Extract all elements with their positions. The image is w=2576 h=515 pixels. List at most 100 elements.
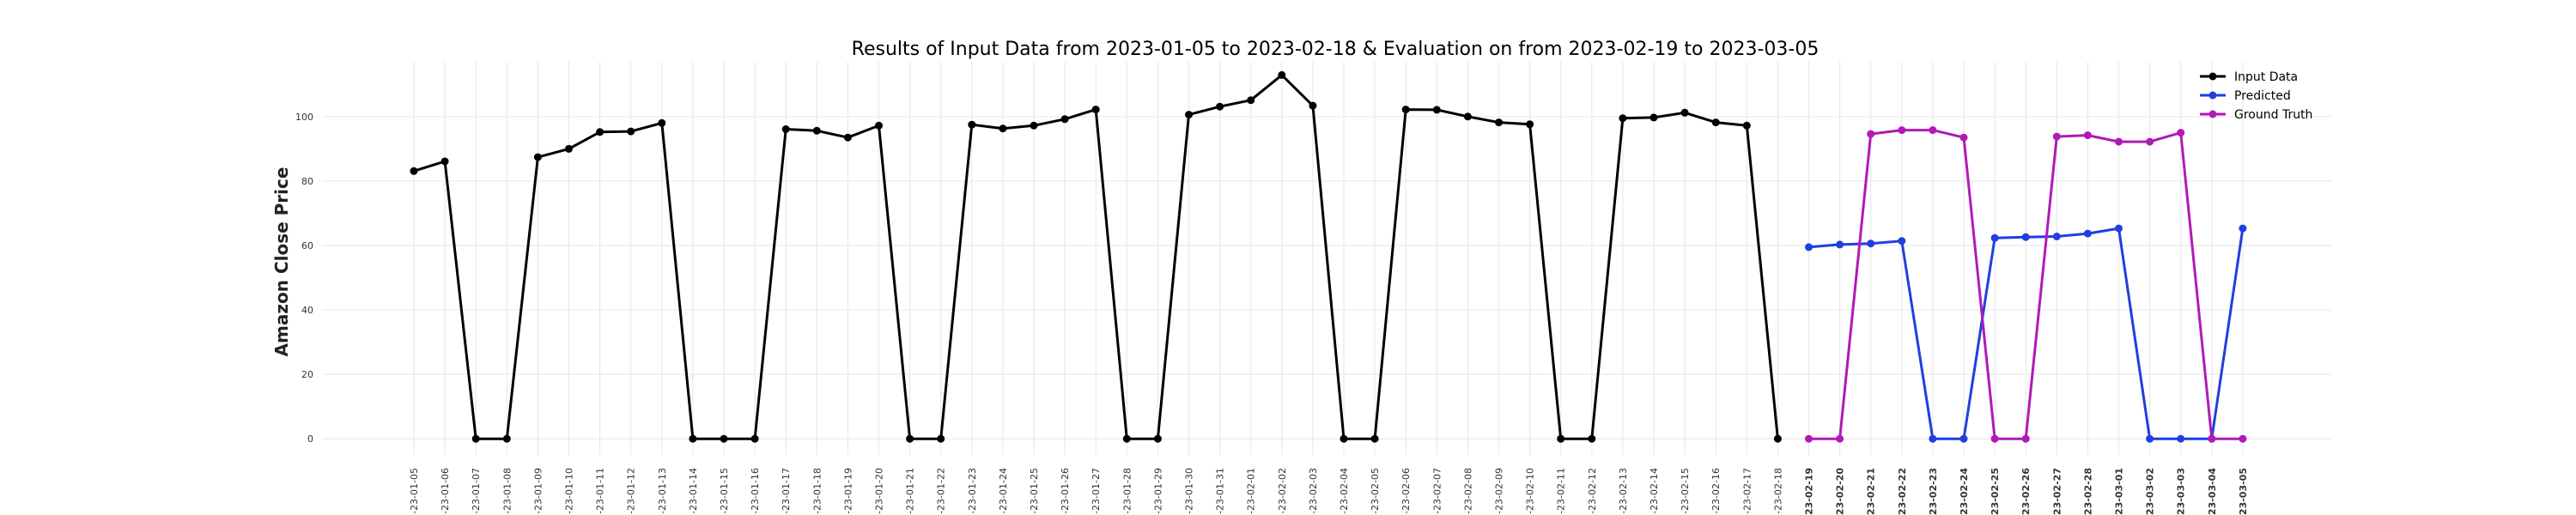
x-tick-label: -23-02-13 (1618, 468, 1629, 514)
data-point (1990, 233, 1999, 242)
x-tick-label: -23-02-12 (1587, 468, 1598, 514)
x-tick-label: -23-02-15 (1680, 468, 1691, 514)
x-tick-label: -23-01-18 (811, 468, 823, 514)
data-point (1495, 118, 1503, 127)
x-tick-label: -23-01-16 (750, 468, 761, 514)
x-tick-label: -23-02-11 (1556, 468, 1567, 514)
x-tick-label: -23-01-17 (781, 468, 792, 514)
y-tick-label: 20 (301, 369, 313, 380)
y-tick-label: 60 (301, 240, 313, 251)
data-point (1680, 108, 1689, 117)
data-point (1959, 133, 1968, 142)
data-point (1122, 434, 1131, 443)
data-point (1805, 243, 1813, 251)
data-point (1929, 434, 1937, 443)
data-point (1370, 434, 1379, 443)
x-tick-label: -23-02-08 (1462, 468, 1473, 514)
data-point (812, 126, 821, 135)
x-tick-label: -23-01-05 (409, 468, 420, 514)
data-point (1247, 96, 1255, 105)
legend-swatch-marker (2208, 110, 2217, 118)
data-point (1432, 106, 1441, 114)
data-point (1711, 118, 1720, 127)
x-tick-label: -23-01-08 (501, 468, 513, 514)
x-tick-label: -23-01-26 (1060, 468, 1071, 514)
x-tick-label: -23-01-15 (719, 468, 730, 514)
data-point (1340, 434, 1348, 443)
data-point (2177, 129, 2185, 137)
data-point (533, 153, 542, 161)
data-point (1030, 121, 1038, 130)
x-tick-label: -23-01-27 (1091, 468, 1102, 514)
x-tick-label: -23-02-22 (1897, 468, 1908, 515)
data-point (2083, 131, 2092, 140)
x-tick-label: -23-02-06 (1400, 468, 1412, 514)
data-point (1278, 70, 1286, 79)
data-point (1867, 239, 1875, 248)
x-tick-label: -23-01-19 (842, 468, 854, 514)
x-tick-label: -23-02-14 (1649, 468, 1660, 514)
data-point (627, 127, 635, 136)
y-axis-ticks: 0 20 40 60 80 100 (295, 112, 313, 445)
y-axis-label: Amazon Close Price (271, 167, 292, 357)
x-tick-label: -23-02-07 (1431, 468, 1443, 514)
x-tick-label: -23-01-20 (874, 468, 885, 514)
data-point (1557, 434, 1565, 443)
data-point (843, 133, 852, 142)
data-point (471, 434, 480, 443)
data-point (565, 144, 573, 153)
x-tick-label: -23-02-18 (1772, 468, 1783, 514)
data-point (1588, 434, 1596, 443)
x-tick-label: -23-01-07 (471, 468, 482, 514)
data-point (1898, 237, 1906, 245)
data-point (2052, 233, 2061, 240)
x-tick-label: -23-02-05 (1370, 468, 1381, 514)
data-point (1742, 121, 1751, 130)
x-tick-label: -23-01-14 (688, 468, 699, 514)
data-point (2052, 132, 2061, 141)
x-tick-label: -23-02-27 (2051, 468, 2063, 515)
data-point (1867, 130, 1875, 138)
x-tick-label: -23-01-23 (967, 468, 978, 514)
data-point (781, 125, 790, 133)
x-tick-label: -23-01-28 (1121, 468, 1133, 514)
data-point (1463, 112, 1472, 121)
x-tick-label: -23-01-13 (657, 468, 668, 514)
x-tick-label: -23-02-04 (1339, 468, 1350, 514)
data-point (1649, 113, 1658, 122)
x-tick-label: -23-02-21 (1866, 468, 1877, 515)
y-tick-label: 40 (301, 305, 313, 316)
data-point (2208, 434, 2216, 443)
data-point (2021, 233, 2030, 241)
x-tick-label: -23-03-05 (2238, 468, 2249, 515)
data-point (906, 434, 914, 443)
data-point (720, 434, 728, 443)
x-tick-label: -23-01-31 (1215, 468, 1226, 514)
y-tick-label: 0 (307, 433, 313, 445)
data-point (968, 120, 976, 129)
x-tick-label: -23-02-03 (1308, 468, 1319, 514)
data-point (1091, 106, 1100, 114)
series-lines (410, 70, 2247, 443)
data-point (689, 434, 697, 443)
x-tick-label: -23-02-17 (1741, 468, 1753, 514)
x-tick-label: -23-02-26 (2020, 468, 2032, 515)
data-point (596, 128, 605, 136)
data-point (1836, 434, 1844, 443)
y-tick-label: 100 (295, 112, 313, 123)
legend-label: Predicted (2234, 89, 2291, 103)
x-tick-label: -23-02-28 (2082, 468, 2093, 515)
data-point (2021, 434, 2030, 443)
data-point (440, 157, 449, 166)
x-tick-label: -23-02-02 (1277, 468, 1288, 514)
data-point (2083, 229, 2092, 238)
x-tick-label: -23-02-23 (1928, 468, 1939, 515)
data-point (1185, 111, 1193, 119)
x-tick-label: -23-02-01 (1246, 468, 1257, 514)
data-point (1619, 114, 1627, 123)
data-point (502, 434, 511, 443)
legend-swatch-marker (2208, 72, 2217, 81)
data-point (658, 118, 666, 127)
x-tick-label: -23-01-09 (532, 468, 544, 514)
data-point (1959, 434, 1968, 443)
